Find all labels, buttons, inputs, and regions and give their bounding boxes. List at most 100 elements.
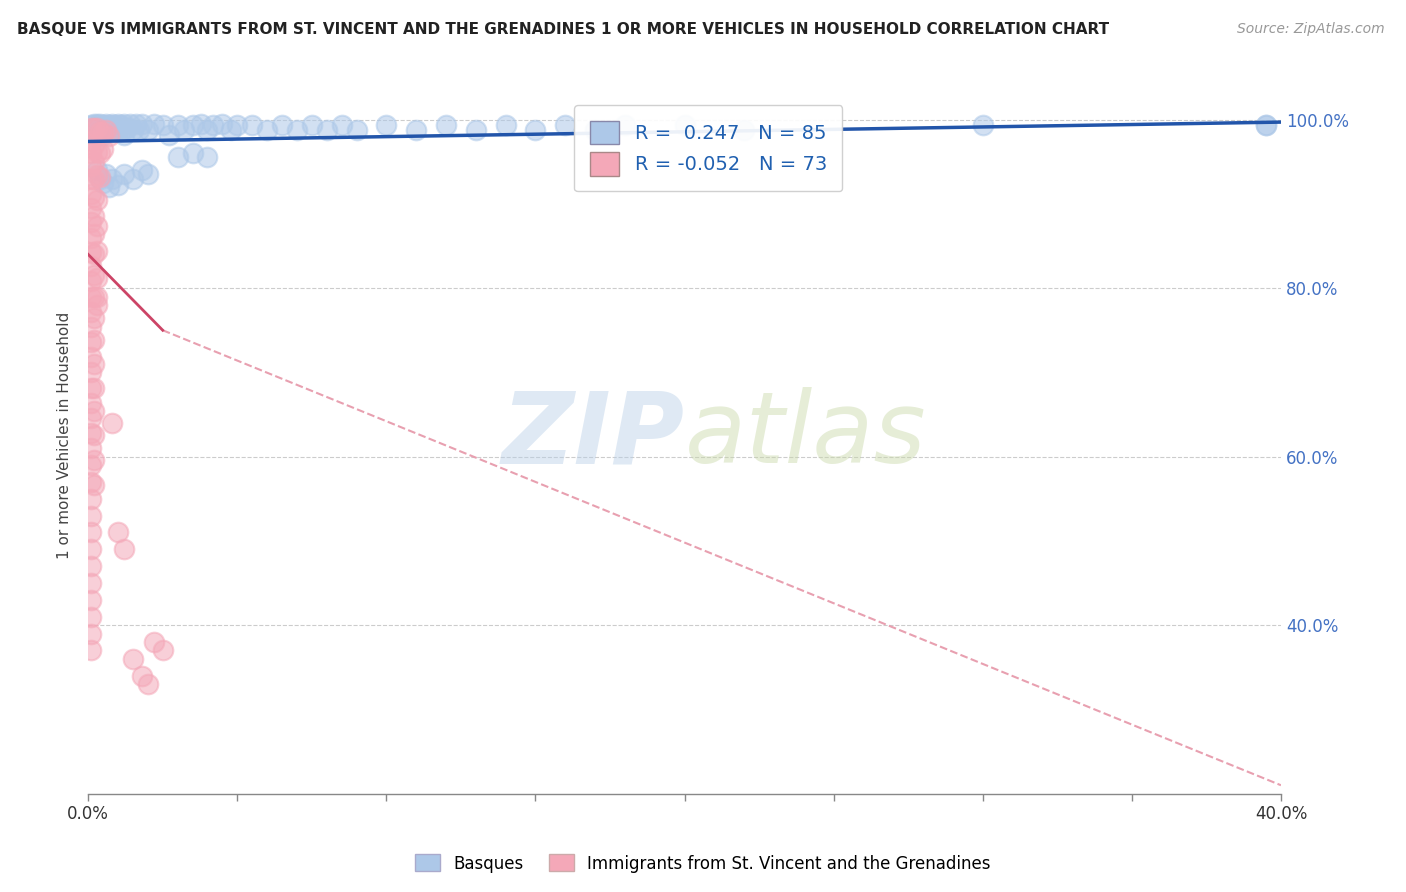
Point (83, 154, 105, 169)
Point (495, 119, 517, 133)
Point (583, 122, 606, 136)
Point (733, 122, 755, 136)
Point (202, 119, 225, 133)
Point (142, 117, 165, 131)
Point (83, 311, 105, 326)
Point (166, 151, 188, 165)
Point (89, 122, 111, 136)
Point (86, 120, 108, 135)
Point (83, 125, 105, 139)
Point (86, 117, 108, 131)
Point (122, 122, 145, 136)
Point (131, 669, 153, 683)
Point (80, 410, 103, 425)
Point (94, 167, 117, 181)
Point (80, 508, 103, 523)
Point (80, 380, 103, 394)
Point (131, 163, 153, 178)
Point (86, 163, 108, 178)
Point (91, 125, 114, 139)
Point (142, 635, 165, 649)
Point (136, 167, 159, 181)
Point (152, 643, 174, 657)
Point (613, 119, 636, 133)
Point (83, 404, 105, 418)
Point (80, 626, 103, 640)
Point (104, 119, 127, 133)
Point (112, 542, 135, 557)
Point (128, 122, 150, 136)
Point (83, 268, 105, 282)
Point (197, 122, 219, 136)
Text: ZIP: ZIP (502, 387, 685, 484)
Point (101, 122, 124, 136)
Point (80, 274, 103, 288)
Point (972, 119, 994, 133)
Point (98, 119, 121, 133)
Point (285, 122, 308, 136)
Point (89, 117, 111, 131)
Point (112, 117, 135, 131)
Point (157, 128, 180, 142)
Point (94, 122, 117, 136)
Point (110, 119, 132, 133)
Point (94, 122, 117, 136)
Point (80, 425, 103, 440)
Point (86, 125, 108, 139)
Point (83, 227, 105, 242)
Point (152, 119, 174, 133)
Point (221, 122, 243, 136)
Point (86, 145, 108, 159)
Point (101, 416, 124, 430)
Point (91, 142, 114, 156)
Y-axis label: 1 or more Vehicles in Household: 1 or more Vehicles in Household (58, 312, 72, 559)
Point (83, 357, 105, 371)
Point (83, 247, 105, 261)
Point (83, 117, 105, 131)
Point (91, 119, 114, 133)
Point (80, 491, 103, 506)
Point (86, 298, 108, 312)
Point (80, 609, 103, 624)
Point (301, 119, 323, 133)
Point (80, 395, 103, 409)
Point (101, 117, 124, 131)
Text: atlas: atlas (685, 387, 927, 484)
Point (83, 380, 105, 394)
Point (80, 171, 103, 186)
Point (131, 117, 153, 131)
Point (83, 427, 105, 442)
Point (83, 190, 105, 204)
Point (86, 289, 108, 303)
Point (91, 128, 114, 142)
Point (375, 119, 398, 133)
Point (122, 171, 145, 186)
Point (166, 119, 188, 133)
Point (112, 167, 135, 181)
Point (104, 122, 127, 136)
Point (346, 122, 368, 136)
Point (80, 592, 103, 607)
Point (211, 117, 233, 131)
Point (554, 119, 576, 133)
Point (83, 453, 105, 467)
Point (80, 334, 103, 349)
Point (83, 171, 105, 186)
Point (80, 119, 103, 133)
Point (107, 117, 129, 131)
Point (89, 146, 111, 161)
Point (80, 259, 103, 273)
Point (80, 458, 103, 472)
Point (122, 652, 145, 666)
Point (89, 171, 111, 186)
Point (83, 209, 105, 223)
Point (98, 129, 121, 144)
Point (181, 119, 204, 133)
Point (80, 559, 103, 574)
Point (524, 122, 547, 136)
Point (86, 271, 108, 285)
Point (118, 117, 141, 131)
Point (434, 119, 457, 133)
Point (83, 478, 105, 492)
Point (80, 122, 103, 136)
